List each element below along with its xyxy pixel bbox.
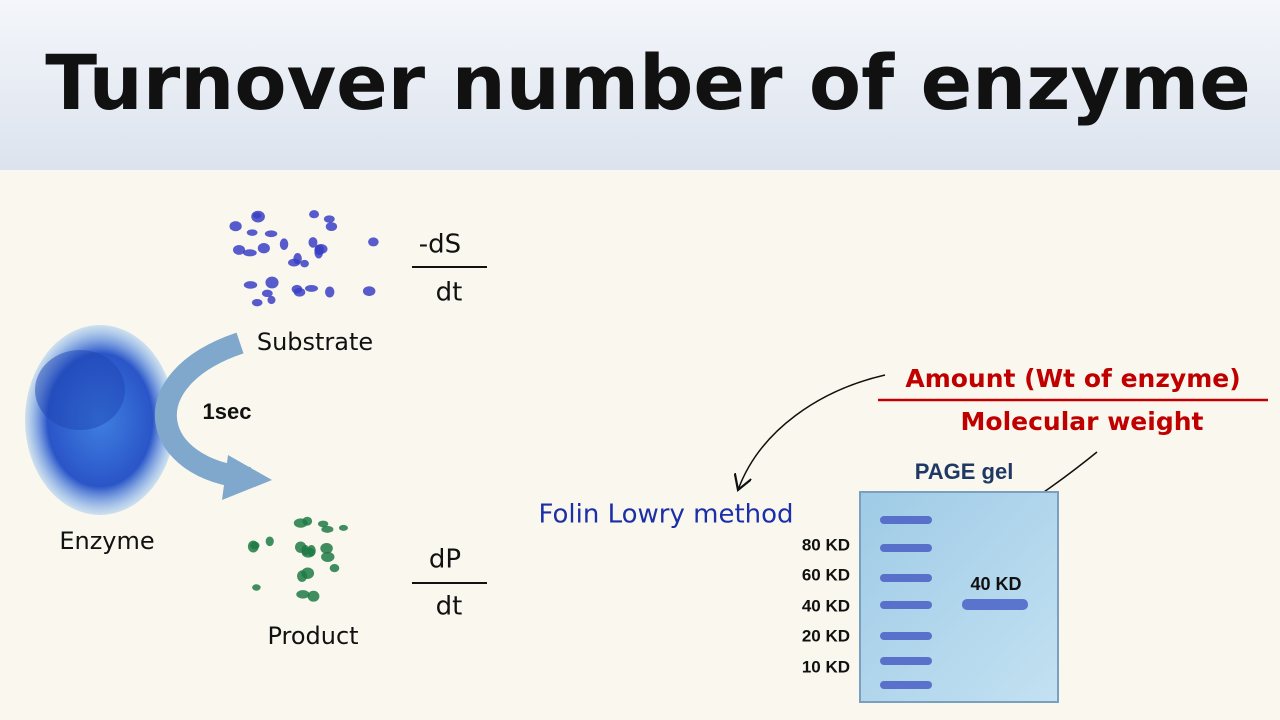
sample-band [962,599,1028,610]
ladder-labels: 80 KD 60 KD 40 KD 20 KD 10 KD [802,535,850,676]
ladder-band [880,601,932,609]
ladder-band [880,574,932,582]
molecule [362,286,376,297]
molecule [252,212,262,219]
molecule [229,221,242,232]
molecule [320,542,333,554]
method-label: Folin Lowry method [538,500,793,530]
ladder-band [880,681,932,689]
product-dots [247,516,348,602]
ladder-band [880,632,932,640]
molecule [293,518,308,528]
molecule [265,276,279,289]
substrate-dots [229,210,379,307]
ladder-label: 20 KD [802,626,850,645]
molecule [307,590,320,602]
molecule [325,222,338,231]
molecule [257,242,270,254]
header-bar [0,0,1280,170]
molecule [252,584,261,591]
ladder-band [880,544,932,552]
molecule [279,238,289,250]
molecule [301,547,315,558]
gel-bands [880,516,932,689]
enzyme-blob [35,350,125,430]
pointer-arrow [738,374,886,490]
molecule [264,230,278,238]
molecule [308,237,318,248]
molecule [321,525,334,533]
molecule [267,295,276,305]
molecule [321,551,335,562]
molecule [368,237,379,247]
ladder-label: 80 KD [802,535,850,554]
ladder-label: 40 KD [802,596,850,615]
molecule [288,258,301,267]
molecule [296,590,310,599]
molecule [325,286,335,298]
ladder-band [880,657,932,665]
ladder-band [880,516,932,524]
rate-numerator: -dS [419,230,461,260]
molecule [300,259,309,268]
molecule [323,215,335,223]
moles-denominator: Molecular weight [961,407,1204,436]
rate-denominator: dt [436,278,463,308]
molecule [243,249,257,257]
ladder-label: 60 KD [802,565,850,584]
gel [859,491,1059,703]
time-label: 1sec [203,399,252,424]
molecule [247,540,259,553]
reaction-arrowhead [222,455,272,500]
molecule [317,520,329,528]
sample-band-label: 40 KD [970,574,1021,594]
molecule [246,229,258,236]
gel-title: PAGE gel [915,459,1014,484]
molecule [243,281,258,289]
reaction-arrow [154,332,252,489]
molecule [251,298,263,307]
enzyme-label: Enzyme [59,527,154,555]
molecule [301,567,315,579]
rate-numerator: dP [429,545,461,575]
title: Turnover number of enzyme [45,38,1251,127]
molecule [314,246,323,259]
molecule [304,284,319,292]
rate-denominator: dt [436,592,463,622]
molecule [293,287,306,297]
substrate-label: Substrate [257,328,373,356]
molecule [261,289,273,298]
moles-numerator: Amount (Wt of enzyme) [905,364,1240,393]
product-label: Product [267,622,358,650]
molecule [329,564,340,573]
molecule [265,536,274,547]
molecule [309,210,320,219]
molecule [338,524,348,531]
molecule [233,244,246,255]
ladder-label: 10 KD [802,657,850,676]
